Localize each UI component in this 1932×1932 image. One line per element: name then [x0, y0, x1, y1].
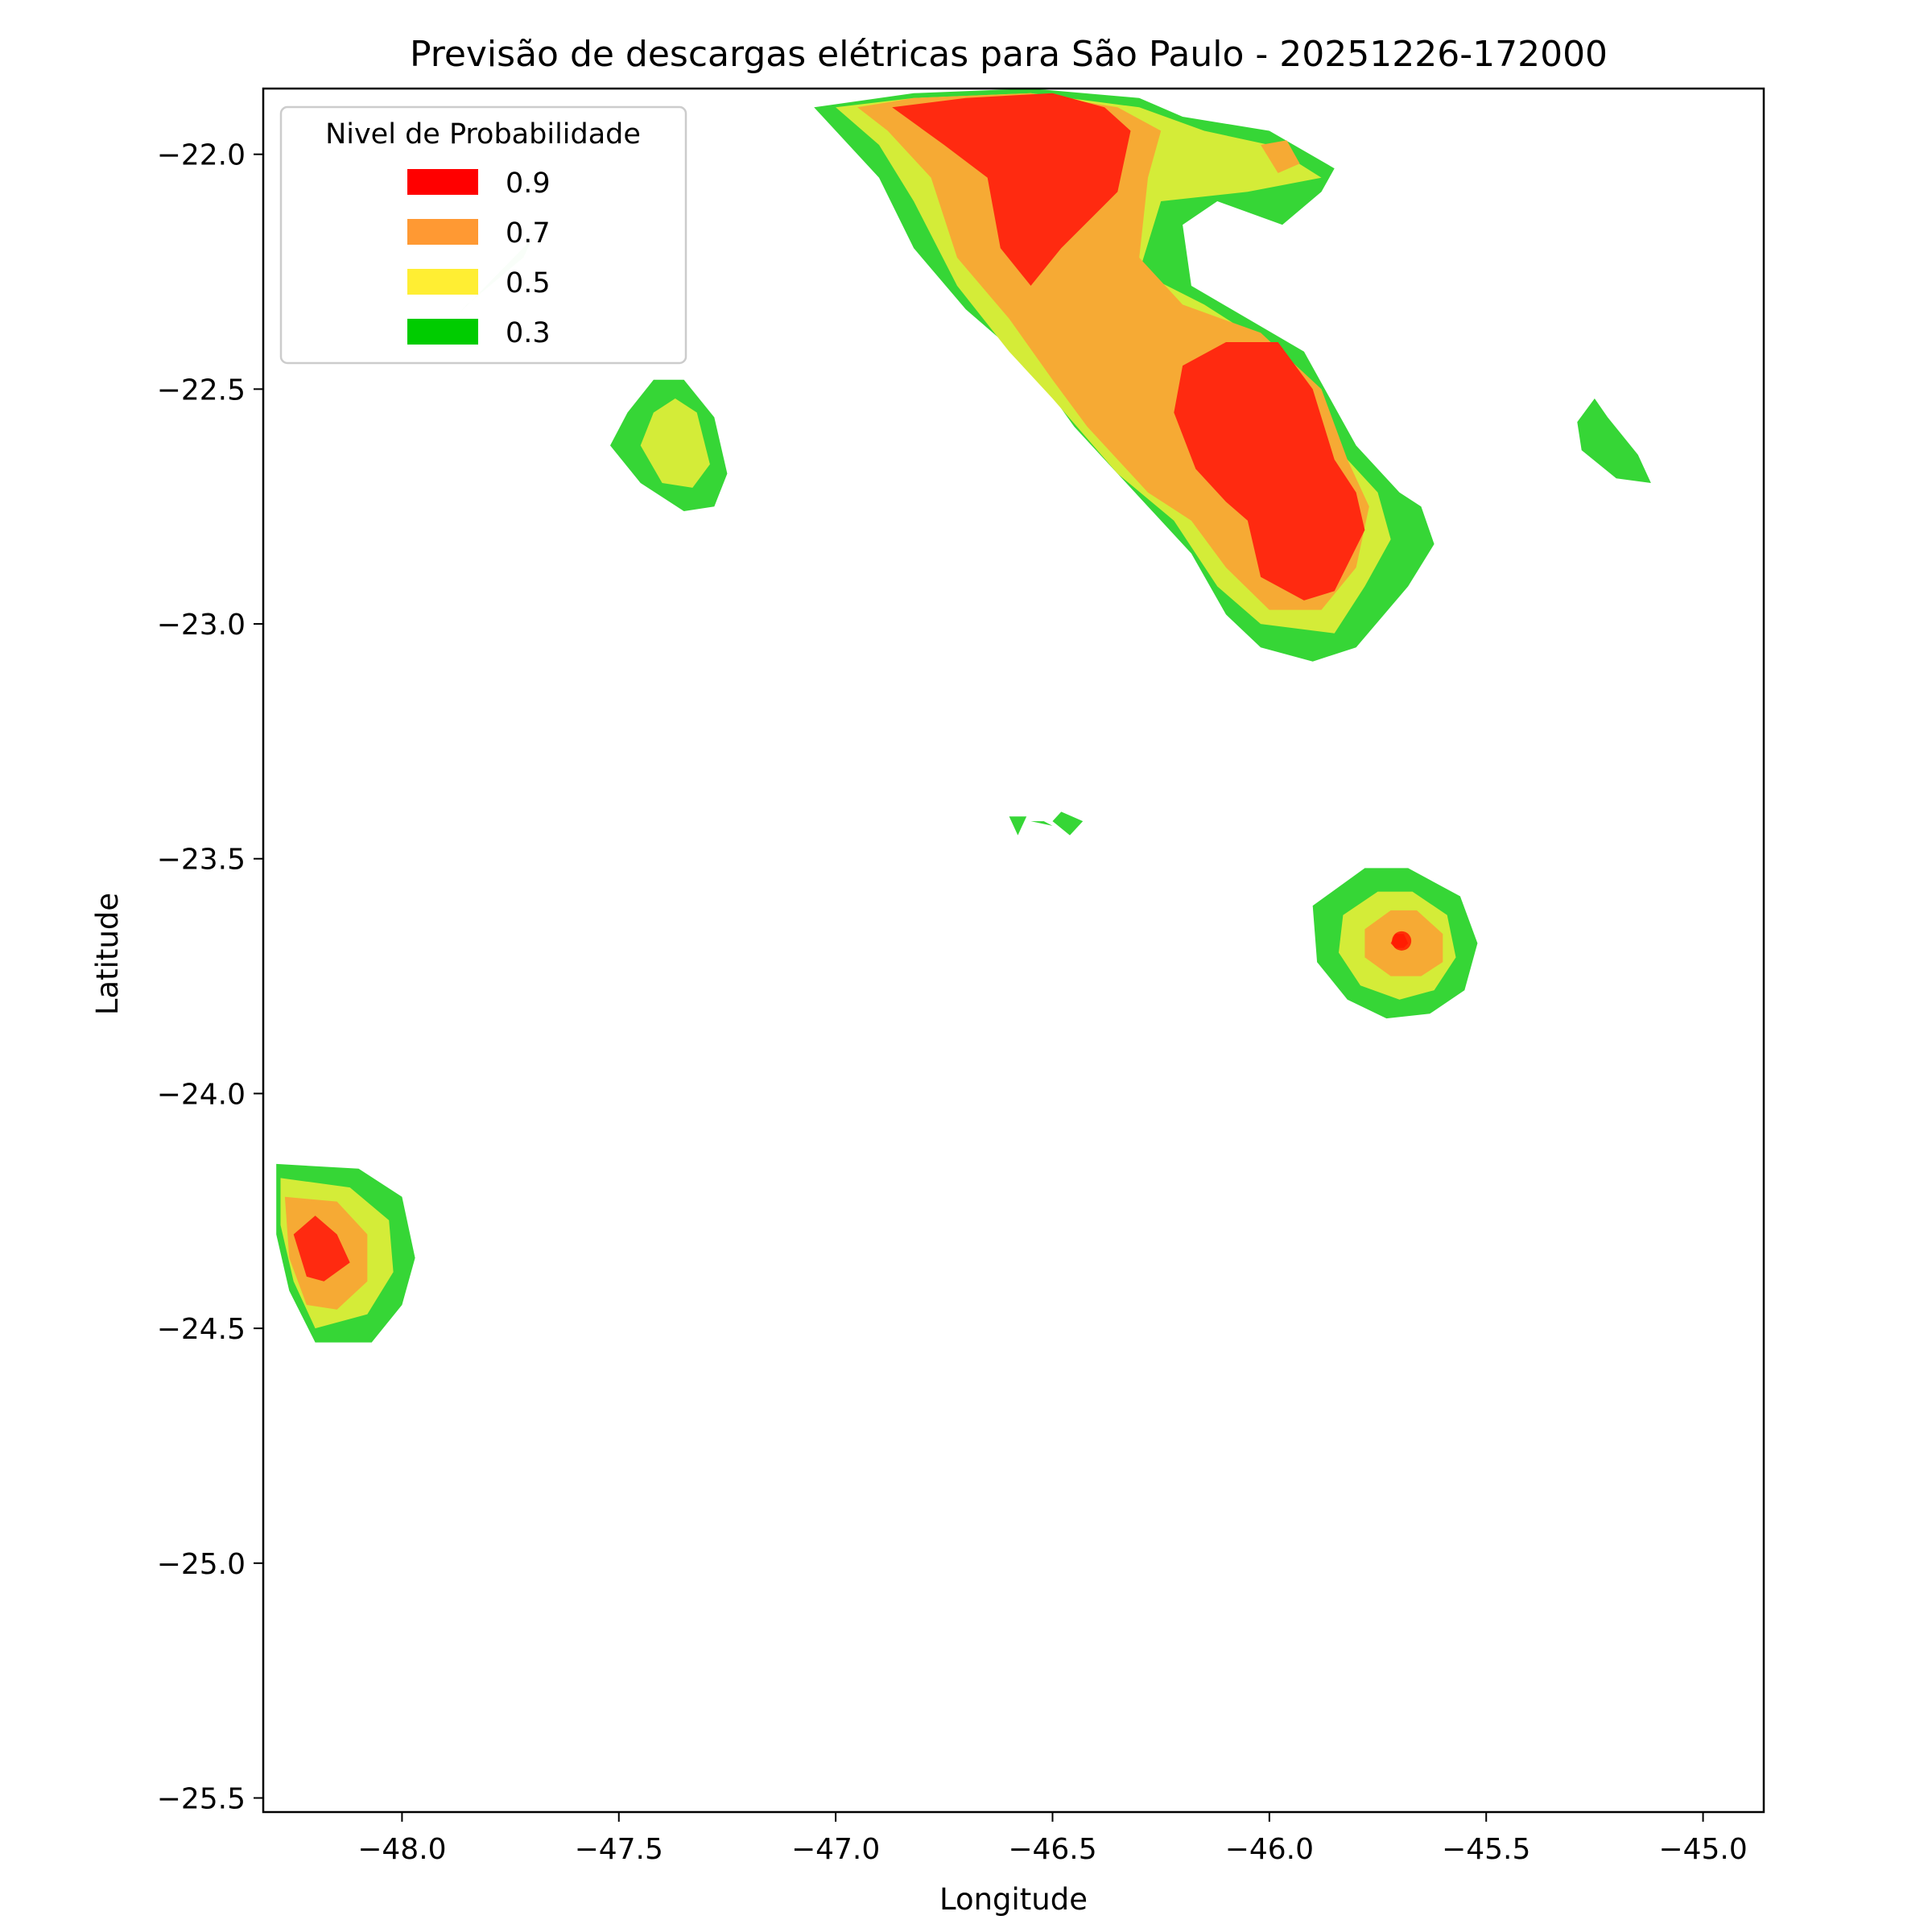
x-tick-label-6: −45.0 — [1658, 1833, 1747, 1866]
contour-points — [1392, 931, 1412, 951]
contour-cell-46-5-specks-level-03-2 — [1052, 811, 1084, 836]
region-north-cell-tail — [1261, 140, 1300, 173]
legend-entries: 0.9 0.7 0.5 0.3 — [407, 167, 551, 349]
y-tick-label-0: −22.0 — [157, 139, 246, 172]
contour-north-cell-east-level-09-0 — [1174, 342, 1365, 601]
chart-title: Previsão de descargas elétricas para São… — [410, 34, 1608, 75]
region-cell-48-2 — [276, 1163, 415, 1343]
contour-cell-47-4-level-05-1 — [640, 398, 710, 488]
legend-swatch-2 — [407, 269, 478, 295]
contour-cell-45-2-level-03-0 — [1577, 398, 1651, 483]
legend-label-2: 0.5 — [506, 267, 551, 299]
legend-title: Nivel de Probabilidade — [325, 118, 641, 151]
legend-label-3: 0.3 — [506, 317, 551, 349]
contour-cell-46-5-specks-level-03-0 — [1009, 816, 1027, 836]
region-cell-45-2 — [1577, 398, 1651, 483]
region-cell-46-5-specks — [1009, 811, 1084, 836]
region-north-cell-east — [1174, 342, 1365, 601]
legend-swatch-1 — [407, 219, 478, 245]
y-tick-label-6: −25.0 — [157, 1548, 246, 1581]
y-axis-ticks: −22.0 −22.5 −23.0 −23.5 −24.0 −24.5 −25.0 −25.5 — [157, 139, 263, 1815]
point-0 — [1392, 931, 1412, 951]
x-tick-label-1: −47.5 — [575, 1833, 663, 1866]
contour-north-cell-tail-level-07-0 — [1261, 140, 1300, 173]
contour-regions — [276, 89, 1651, 1343]
region-cell-47-4 — [610, 379, 728, 511]
x-tick-label-0: −48.0 — [357, 1833, 446, 1866]
legend-swatch-3 — [407, 319, 478, 345]
legend-swatch-0 — [407, 169, 478, 195]
y-tick-label-7: −25.5 — [157, 1782, 246, 1815]
contour-cell-48-2-level-09-3 — [293, 1216, 350, 1282]
legend-box — [279, 105, 687, 365]
y-tick-label-5: −24.5 — [157, 1313, 246, 1346]
y-axis-label: Latitude — [90, 893, 125, 1015]
legend: Nivel de Probabilidade 0.9 0.7 0.5 0.3 — [279, 105, 687, 365]
x-tick-label-3: −46.5 — [1008, 1833, 1096, 1866]
contour-north-cell-west-level-09-3 — [892, 93, 1131, 286]
legend-label-1: 0.7 — [506, 217, 551, 250]
y-tick-label-1: −22.5 — [157, 374, 246, 407]
plot-frame — [262, 87, 1765, 1814]
x-axis-label: Longitude — [939, 1882, 1088, 1917]
y-tick-label-2: −23.0 — [157, 609, 246, 642]
x-tick-label-4: −46.0 — [1225, 1833, 1314, 1866]
x-axis-ticks: −48.0 −47.5 −47.0 −46.5 −46.0 −45.5 −45.0 — [357, 1812, 1748, 1866]
x-tick-label-2: −47.0 — [791, 1833, 880, 1866]
contour-cell-46-5-specks-level-03-1 — [1030, 821, 1053, 826]
y-tick-label-3: −23.5 — [157, 844, 246, 877]
legend-label-0: 0.9 — [506, 167, 551, 200]
y-tick-label-4: −24.0 — [157, 1078, 246, 1111]
x-tick-label-5: −45.5 — [1442, 1833, 1530, 1866]
